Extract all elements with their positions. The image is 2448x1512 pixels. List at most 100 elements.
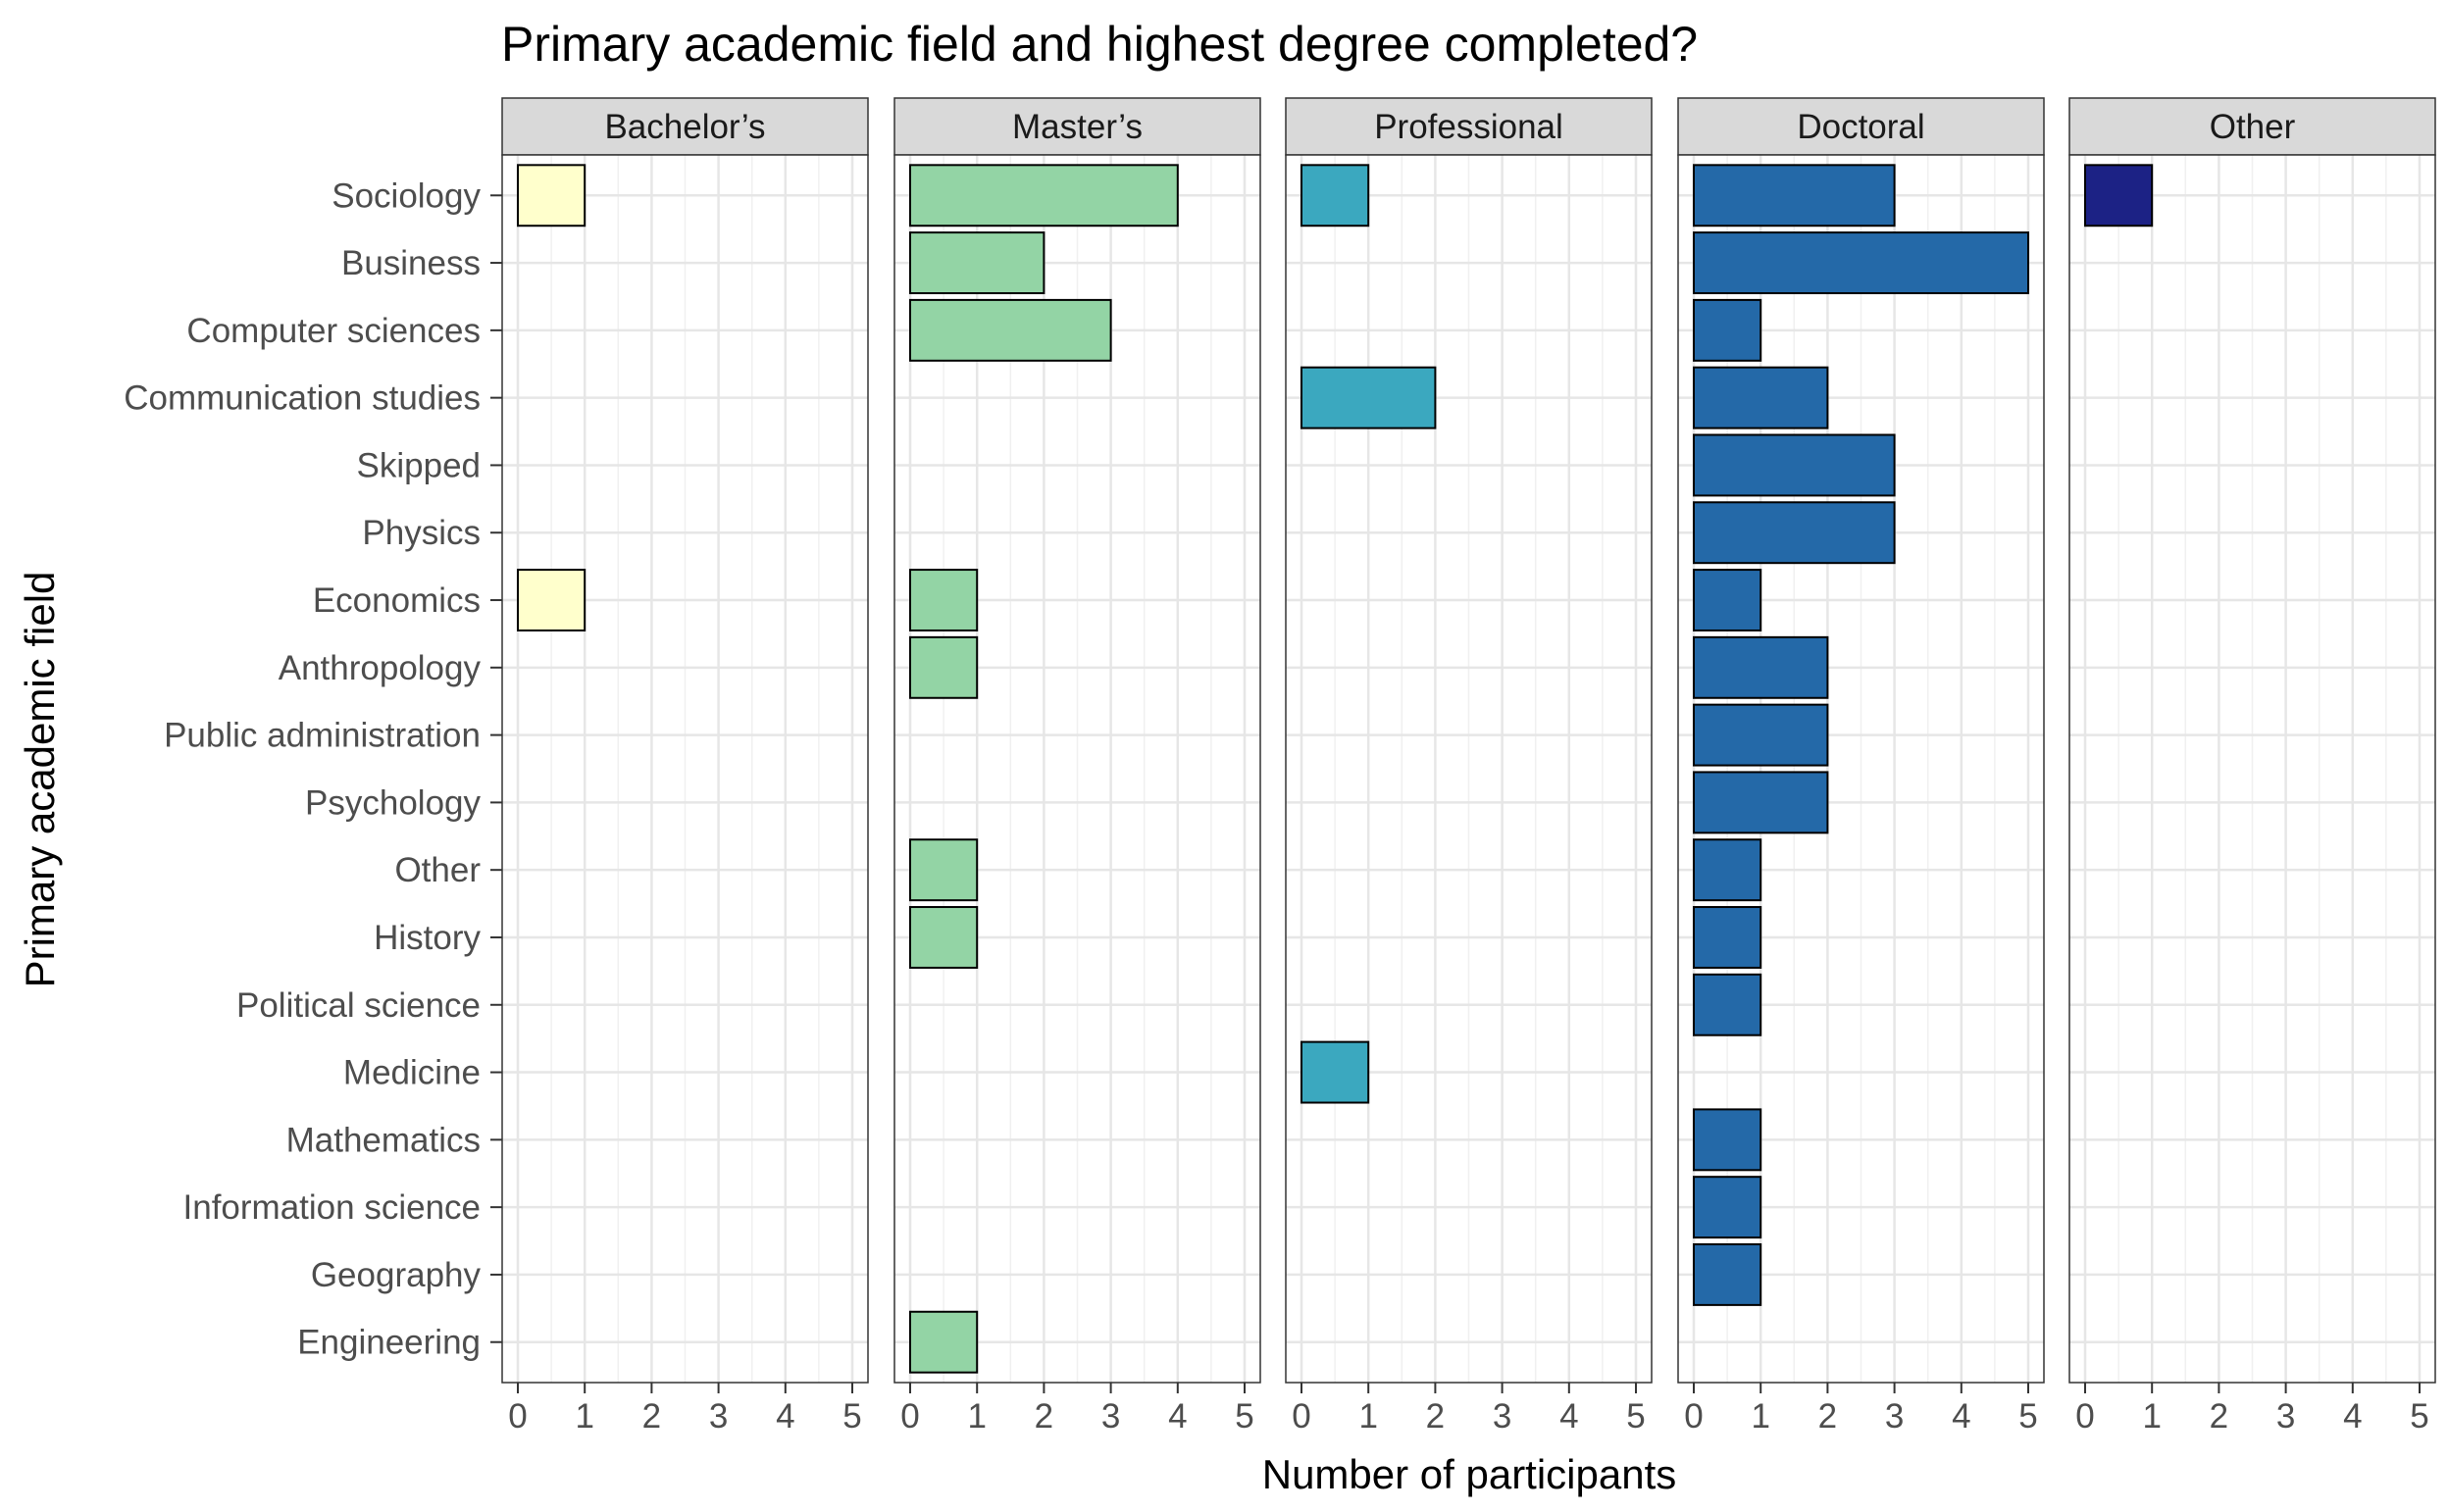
panel-border [893,154,1261,1384]
category-label-engineering: Engineering [297,1324,481,1362]
x-tick-label: 4 [1952,1397,1970,1436]
category-label-sociology: Sociology [332,176,481,215]
x-tick-label: 0 [508,1397,527,1436]
bar-master-s-anthropology [909,635,979,699]
x-tick-label: 3 [1101,1397,1120,1436]
bar-doctoral-communication-studies [1693,366,1829,429]
x-tick-label: 2 [1426,1397,1445,1436]
x-tick-label: 1 [1751,1397,1769,1436]
strip-label-doctoral: Doctoral [1797,108,1924,146]
strip-label-professional: Professional [1374,108,1563,146]
x-tick-label: 1 [967,1397,986,1436]
category-label-skipped: Skipped [357,446,481,484]
x-tick-label: 3 [1493,1397,1511,1436]
category-label-other: Other [394,851,481,889]
category-label-communication-studies: Communication studies [124,379,481,418]
x-tick-label: 5 [2410,1397,2428,1436]
bar-professional-communication-studies [1300,366,1437,429]
panel-border [1285,154,1653,1384]
bar-doctoral-geography [1693,1242,1762,1306]
x-tick-label: 4 [1168,1397,1187,1436]
panel-other: Other 0 1 2 3 4 5 [2068,97,2436,1436]
bar-doctoral-psychology [1693,771,1829,834]
x-tick-label: 0 [2075,1397,2094,1436]
facet-panels: Bachelor’s 0 1 2 3 4 5 Master’s 0 1 2 3 4 5 Profession… [501,97,2436,1436]
category-axis: Sociology Business Computer sciences Commun… [124,176,502,1362]
bar-master-s-sociology [909,164,1179,227]
strip-label-bachelor-s: Bachelor’s [604,108,765,146]
category-label-business: Business [341,244,481,282]
bar-doctoral-mathematics [1693,1108,1762,1172]
bar-doctoral-other [1693,838,1762,902]
x-tick-label: 1 [2142,1397,2161,1436]
bar-doctoral-political-science [1693,973,1762,1036]
panel-master-s: Master’s 0 1 2 3 4 5 [893,97,1261,1436]
bar-doctoral-information-science [1693,1176,1762,1239]
category-label-computer-sciences: Computer sciences [186,312,481,350]
category-label-geography: Geography [311,1256,482,1294]
x-tick-label: 1 [1358,1397,1377,1436]
bar-professional-medicine [1300,1040,1370,1104]
x-tick-label: 4 [2343,1397,2362,1436]
category-label-physics: Physics [362,514,481,552]
bar-bachelor-s-sociology [517,164,586,227]
category-label-public-administration: Public administration [164,717,481,755]
bar-doctoral-history [1693,906,1762,969]
bar-bachelor-s-economics [517,569,586,631]
x-tick-label: 5 [2018,1397,2037,1436]
bar-doctoral-computer-sciences [1693,298,1762,362]
x-tick-label: 3 [709,1397,728,1436]
x-tick-label: 5 [1235,1397,1253,1436]
strip-label-master-s: Master’s [1012,108,1143,146]
strip-background [893,97,1261,156]
bar-doctoral-business [1693,231,2029,295]
bar-master-s-engineering [909,1310,979,1374]
x-tick-label: 0 [1684,1397,1703,1436]
bar-master-s-computer-sciences [909,298,1112,362]
category-label-political-science: Political science [236,986,481,1025]
bar-professional-sociology [1300,164,1370,227]
x-tick-label: 0 [900,1397,919,1436]
category-label-mathematics: Mathematics [286,1121,481,1159]
panel-border [1677,154,2045,1384]
panel-bachelor-s: Bachelor’s 0 1 2 3 4 5 [501,97,869,1436]
bar-master-s-economics [909,569,979,631]
category-label-history: History [374,919,481,957]
category-label-anthropology: Anthropology [279,649,482,687]
strip-label-other: Other [2210,108,2296,146]
y-axis-title: Primary academic field [17,572,63,988]
bar-master-s-other [909,838,979,902]
category-label-medicine: Medicine [343,1054,481,1092]
strip-background [2068,97,2436,156]
bar-doctoral-economics [1693,569,1762,631]
x-tick-label: 2 [642,1397,661,1436]
category-label-psychology: Psychology [305,783,481,822]
strip-background [1677,97,2045,156]
x-tick-label: 5 [842,1397,861,1436]
chart-title: Primary academic field and highest degre… [501,17,1698,72]
panel-border [501,154,869,1384]
bar-doctoral-physics [1693,501,1896,565]
bar-other-sociology [2084,164,2154,227]
category-label-information-science: Information science [183,1188,481,1227]
bar-master-s-business [909,231,1046,295]
x-tick-label: 0 [1292,1397,1310,1436]
bar-doctoral-anthropology [1693,635,1829,699]
x-tick-label: 3 [2276,1397,2295,1436]
x-axis-title: Number of participants [1262,1451,1677,1497]
x-tick-label: 2 [2210,1397,2228,1436]
bar-master-s-history [909,906,979,969]
bar-doctoral-sociology [1693,164,1896,227]
strip-background [501,97,869,156]
panel-professional: Professional 0 1 2 3 4 5 [1285,97,1653,1436]
x-tick-label: 1 [575,1397,593,1436]
x-tick-label: 5 [1626,1397,1645,1436]
panel-border [2068,154,2436,1384]
x-tick-label: 4 [776,1397,794,1436]
x-tick-label: 2 [1035,1397,1053,1436]
x-tick-label: 2 [1818,1397,1837,1436]
bar-doctoral-skipped [1693,433,1896,497]
strip-background [1285,97,1653,156]
category-label-economics: Economics [313,581,481,620]
